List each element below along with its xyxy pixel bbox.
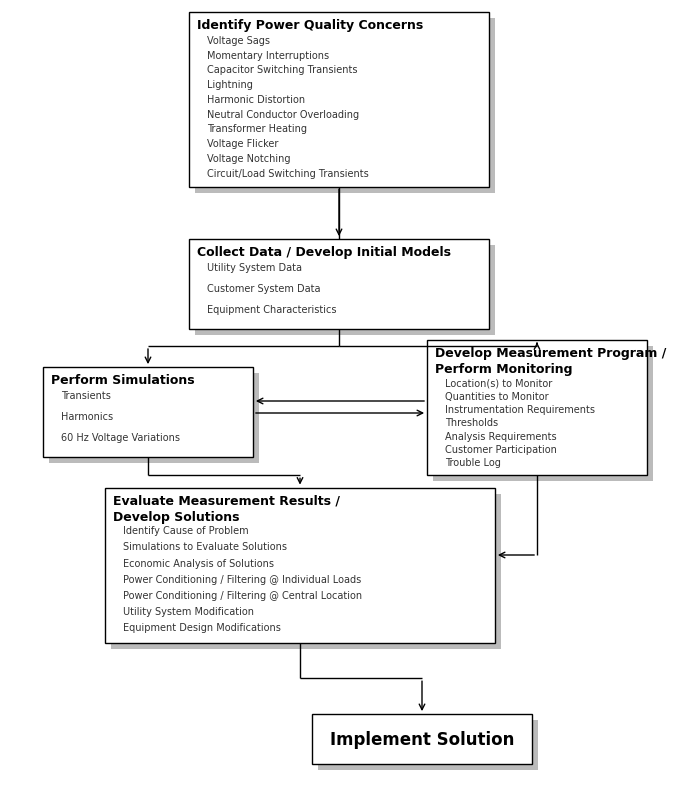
Text: Utility System Modification: Utility System Modification: [123, 606, 254, 617]
Text: Voltage Notching: Voltage Notching: [207, 154, 290, 164]
Text: Transformer Heating: Transformer Heating: [207, 124, 307, 134]
Text: Instrumentation Requirements: Instrumentation Requirements: [445, 405, 595, 414]
Bar: [189, 13, 489, 187]
Text: Simulations to Evaluate Solutions: Simulations to Evaluate Solutions: [123, 542, 287, 552]
Text: Location(s) to Monitor: Location(s) to Monitor: [445, 378, 553, 388]
Text: Identify Cause of Problem: Identify Cause of Problem: [123, 526, 249, 536]
Text: Perform Simulations: Perform Simulations: [51, 373, 195, 386]
Text: Thresholds: Thresholds: [445, 418, 498, 428]
Bar: [312, 714, 532, 764]
Bar: [195, 18, 495, 194]
Text: Lightning: Lightning: [207, 80, 253, 90]
Text: Identify Power Quality Concerns: Identify Power Quality Concerns: [197, 18, 423, 31]
Bar: [105, 488, 495, 642]
Bar: [433, 346, 653, 481]
Text: Analysis Requirements: Analysis Requirements: [445, 431, 557, 441]
Text: Equipment Characteristics: Equipment Characteristics: [207, 305, 336, 315]
Text: Circuit/Load Switching Transients: Circuit/Load Switching Transients: [207, 169, 369, 178]
Text: Power Conditioning / Filtering @ Individual Loads: Power Conditioning / Filtering @ Individ…: [123, 574, 361, 584]
Text: Evaluate Measurement Results /
Develop Solutions: Evaluate Measurement Results / Develop S…: [113, 494, 340, 523]
Bar: [427, 340, 647, 475]
Text: Customer System Data: Customer System Data: [207, 284, 321, 294]
Text: Neutral Conductor Overloading: Neutral Conductor Overloading: [207, 109, 359, 120]
Text: Quantities to Monitor: Quantities to Monitor: [445, 391, 549, 402]
Bar: [195, 246, 495, 336]
Text: Trouble Log: Trouble Log: [445, 458, 501, 467]
Text: 60 Hz Voltage Variations: 60 Hz Voltage Variations: [61, 433, 180, 442]
Text: Economic Analysis of Solutions: Economic Analysis of Solutions: [123, 558, 274, 568]
Text: Harmonic Distortion: Harmonic Distortion: [207, 95, 305, 105]
Bar: [189, 240, 489, 329]
Bar: [43, 368, 253, 458]
Bar: [111, 494, 501, 649]
Text: Develop Measurement Program /
Perform Monitoring: Develop Measurement Program / Perform Mo…: [435, 346, 666, 375]
Text: Transients: Transients: [61, 391, 111, 401]
Text: Collect Data / Develop Initial Models: Collect Data / Develop Initial Models: [197, 246, 451, 259]
Text: Voltage Flicker: Voltage Flicker: [207, 139, 279, 149]
Bar: [49, 373, 259, 463]
Text: Voltage Sags: Voltage Sags: [207, 36, 270, 46]
Bar: [318, 720, 538, 770]
Text: Harmonics: Harmonics: [61, 412, 113, 422]
Text: Equipment Design Modifications: Equipment Design Modifications: [123, 622, 281, 633]
Text: Power Conditioning / Filtering @ Central Location: Power Conditioning / Filtering @ Central…: [123, 590, 362, 600]
Text: Capacitor Switching Transients: Capacitor Switching Transients: [207, 65, 357, 75]
Text: Momentary Interruptions: Momentary Interruptions: [207, 51, 329, 60]
Text: Implement Solution: Implement Solution: [330, 730, 514, 748]
Text: Customer Participation: Customer Participation: [445, 444, 557, 454]
Text: Utility System Data: Utility System Data: [207, 263, 302, 273]
